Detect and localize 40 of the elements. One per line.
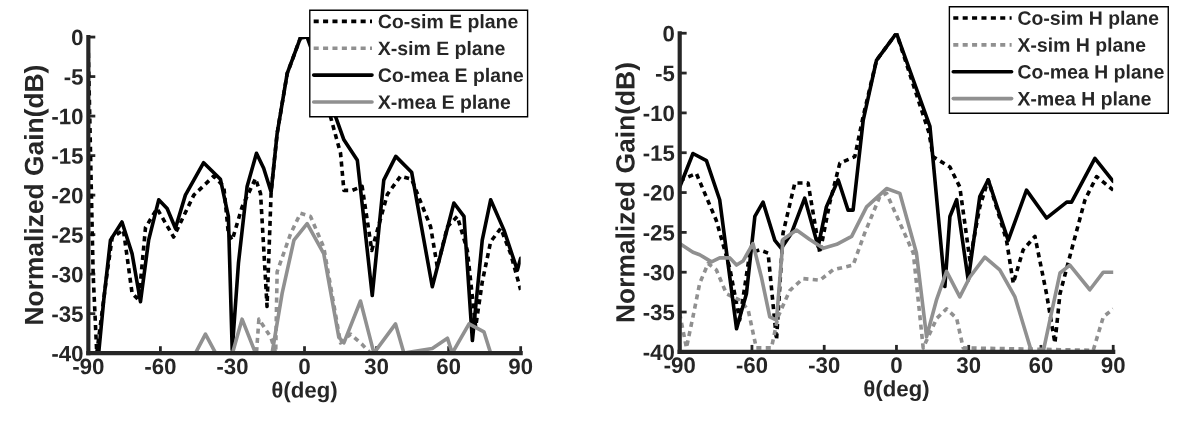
y-axis-title: Normalized Gain(dB): [24, 65, 49, 324]
x-tick-label: 30: [364, 358, 389, 375]
x-tick-label: 60: [437, 358, 461, 375]
y-tick-label: -35: [643, 304, 675, 321]
x-tick-label: -30: [217, 358, 248, 375]
x-tick-label: 90: [509, 358, 533, 375]
y-tick-label: -10: [643, 105, 674, 122]
y-tick-label: -15: [52, 148, 83, 164]
legend-label: X-sim H plane: [1017, 37, 1146, 56]
y-tick-label: -35: [52, 306, 83, 322]
legend-label: Co-sim E plane: [378, 14, 518, 33]
x-tick-label: 30: [956, 357, 981, 374]
x-tick-label: 0: [891, 357, 902, 374]
x-tick-label: 90: [1101, 357, 1125, 374]
y-tick-label: -5: [655, 65, 675, 82]
y-tick-label: -30: [52, 266, 83, 283]
x-axis-title: θ(deg): [272, 381, 337, 403]
y-axis-title: Normalized Gain(dB): [615, 63, 640, 322]
y-tick-label: -20: [52, 187, 83, 204]
x-tick-label: -60: [736, 357, 768, 374]
legend-label: X-sim E plane: [378, 40, 505, 60]
x-axis-title: θ(deg): [864, 380, 929, 402]
x-tick-label: -60: [145, 358, 176, 375]
y-tick-label: -25: [52, 227, 83, 243]
y-tick-label: -20: [643, 185, 674, 201]
y-tick-label: 0: [663, 25, 674, 42]
y-tick-label: -15: [643, 145, 675, 161]
x-tick-label: 0: [299, 358, 310, 375]
x-tick-label: -30: [809, 357, 840, 374]
legend-label: Co-mea H plane: [1018, 64, 1164, 83]
y-tick-label: 0: [72, 29, 83, 46]
y-tick-label: -5: [64, 69, 83, 85]
x-tick-label: 60: [1029, 357, 1053, 374]
legend-label: X-mea E plane: [378, 94, 511, 113]
legend-label: Co-mea E plane: [378, 67, 524, 86]
y-tick-label: -25: [643, 224, 675, 241]
y-tick-label: -10: [52, 108, 83, 125]
legend-label: Co-sim H plane: [1018, 10, 1159, 29]
y-tick-label: -30: [643, 264, 674, 281]
legend-label: X-mea H plane: [1017, 91, 1151, 110]
